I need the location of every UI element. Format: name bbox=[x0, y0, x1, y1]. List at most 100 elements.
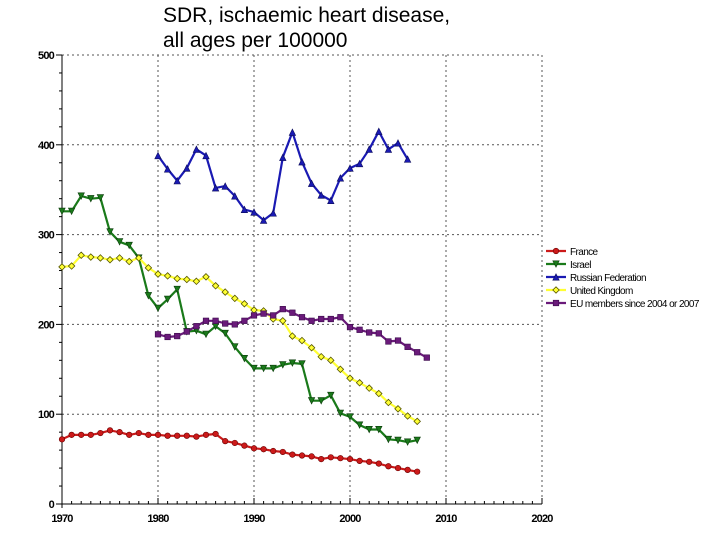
data-point-russian-federation bbox=[221, 182, 229, 190]
data-point-united-kingdom bbox=[288, 332, 297, 340]
data-point-russian-federation bbox=[346, 164, 354, 172]
data-point-france bbox=[404, 466, 411, 473]
data-point-israel bbox=[163, 295, 172, 304]
data-point-russian-federation bbox=[298, 157, 306, 166]
data-point-israel bbox=[67, 207, 76, 216]
chart-title: SDR, ischaemic heart disease, all ages p… bbox=[163, 4, 450, 52]
data-point-eu-members-since-2004-or-2007 bbox=[356, 326, 363, 333]
data-point-france bbox=[68, 431, 75, 438]
legend-item-israel: Israel bbox=[546, 260, 592, 271]
data-point-eu-members-since-2004-or-2007 bbox=[414, 349, 421, 356]
data-point-united-kingdom bbox=[384, 398, 393, 407]
data-point-israel bbox=[173, 285, 181, 294]
x-tick-label: 1970 bbox=[51, 513, 73, 525]
data-point-eu-members-since-2004-or-2007 bbox=[375, 330, 382, 337]
data-point-russian-federation bbox=[211, 184, 220, 192]
data-point-france bbox=[87, 431, 94, 438]
data-point-france bbox=[366, 458, 373, 465]
data-point-eu-members-since-2004-or-2007 bbox=[366, 329, 373, 336]
data-point-israel bbox=[144, 292, 153, 300]
data-point-russian-federation bbox=[192, 145, 201, 153]
chart-title-line-2: all ages per 100000 bbox=[163, 29, 347, 52]
data-point-france bbox=[135, 429, 142, 437]
data-point-eu-members-since-2004-or-2007 bbox=[154, 331, 162, 338]
data-point-eu-members-since-2004-or-2007 bbox=[212, 317, 219, 324]
data-point-united-kingdom bbox=[67, 262, 76, 270]
data-point-united-kingdom bbox=[135, 254, 143, 262]
data-point-france bbox=[126, 431, 133, 438]
data-point-france bbox=[270, 447, 277, 455]
legend-marker bbox=[552, 247, 560, 255]
data-point-eu-members-since-2004-or-2007 bbox=[289, 309, 296, 316]
data-point-united-kingdom bbox=[221, 288, 229, 296]
data-point-united-kingdom bbox=[394, 405, 402, 413]
data-point-israel bbox=[125, 241, 133, 250]
legend-marker bbox=[552, 260, 560, 268]
data-point-israel bbox=[202, 330, 210, 339]
data-point-israel bbox=[154, 304, 162, 313]
data-point-israel bbox=[346, 413, 354, 421]
data-point-france bbox=[212, 430, 219, 438]
data-point-israel bbox=[317, 397, 325, 405]
legend-item-france: France bbox=[546, 247, 599, 258]
data-point-eu-members-since-2004-or-2007 bbox=[385, 338, 392, 345]
data-point-israel bbox=[115, 238, 124, 246]
data-point-france bbox=[250, 445, 258, 452]
data-point-united-kingdom bbox=[240, 299, 249, 308]
data-point-france bbox=[231, 439, 238, 447]
data-point-israel bbox=[403, 438, 412, 446]
data-point-united-kingdom bbox=[183, 275, 191, 284]
legend-item-russian-federation: Russian Federation bbox=[546, 273, 647, 284]
data-point-france bbox=[346, 456, 354, 463]
legend-label: Israel bbox=[570, 260, 591, 271]
data-point-france bbox=[164, 432, 171, 439]
data-point-france bbox=[154, 431, 162, 438]
series-line-france bbox=[61, 429, 418, 473]
data-point-united-kingdom bbox=[144, 264, 153, 272]
data-point-israel bbox=[231, 343, 239, 351]
data-point-israel bbox=[87, 195, 95, 203]
data-point-eu-members-since-2004-or-2007 bbox=[231, 321, 238, 328]
data-point-russian-federation bbox=[250, 208, 258, 216]
data-point-israel bbox=[288, 359, 297, 367]
data-point-united-kingdom bbox=[106, 255, 114, 264]
data-point-eu-members-since-2004-or-2007 bbox=[250, 312, 258, 319]
data-point-russian-federation bbox=[365, 145, 373, 153]
legend-marker bbox=[552, 286, 560, 294]
data-point-russian-federation bbox=[202, 151, 210, 160]
data-point-eu-members-since-2004-or-2007 bbox=[404, 343, 411, 350]
data-point-eu-members-since-2004-or-2007 bbox=[174, 332, 181, 340]
legend-marker bbox=[552, 273, 560, 281]
data-point-france bbox=[58, 436, 66, 443]
data-point-united-kingdom bbox=[115, 254, 124, 262]
data-point-united-kingdom bbox=[163, 272, 172, 280]
data-point-france bbox=[356, 457, 363, 464]
y-tick-label: 300 bbox=[38, 230, 55, 242]
data-point-france bbox=[116, 429, 123, 436]
data-point-france bbox=[279, 448, 286, 456]
legend-item-united-kingdom: United Kingdom bbox=[546, 286, 634, 297]
data-point-eu-members-since-2004-or-2007 bbox=[308, 317, 315, 324]
data-point-eu-members-since-2004-or-2007 bbox=[260, 310, 267, 317]
data-point-united-kingdom bbox=[87, 253, 95, 261]
data-point-united-kingdom bbox=[355, 379, 364, 387]
data-point-israel bbox=[240, 355, 249, 363]
data-point-united-kingdom bbox=[173, 274, 181, 283]
data-point-united-kingdom bbox=[231, 294, 239, 303]
series-line-israel bbox=[62, 194, 418, 444]
chart-title-line-1: SDR, ischaemic heart disease, bbox=[163, 4, 450, 27]
data-point-france bbox=[298, 452, 306, 459]
x-tick-label: 1990 bbox=[243, 513, 265, 525]
data-point-united-kingdom bbox=[202, 273, 210, 281]
data-point-france bbox=[414, 468, 421, 475]
legend-label: France bbox=[570, 247, 599, 258]
data-point-united-kingdom bbox=[327, 356, 335, 365]
data-point-israel bbox=[77, 192, 85, 200]
data-point-united-kingdom bbox=[317, 352, 325, 361]
series-group bbox=[58, 127, 430, 475]
data-point-united-kingdom bbox=[154, 270, 162, 278]
data-point-france bbox=[327, 454, 334, 461]
data-point-eu-members-since-2004-or-2007 bbox=[241, 317, 248, 324]
data-point-israel bbox=[269, 364, 277, 373]
data-point-russian-federation bbox=[336, 174, 345, 182]
